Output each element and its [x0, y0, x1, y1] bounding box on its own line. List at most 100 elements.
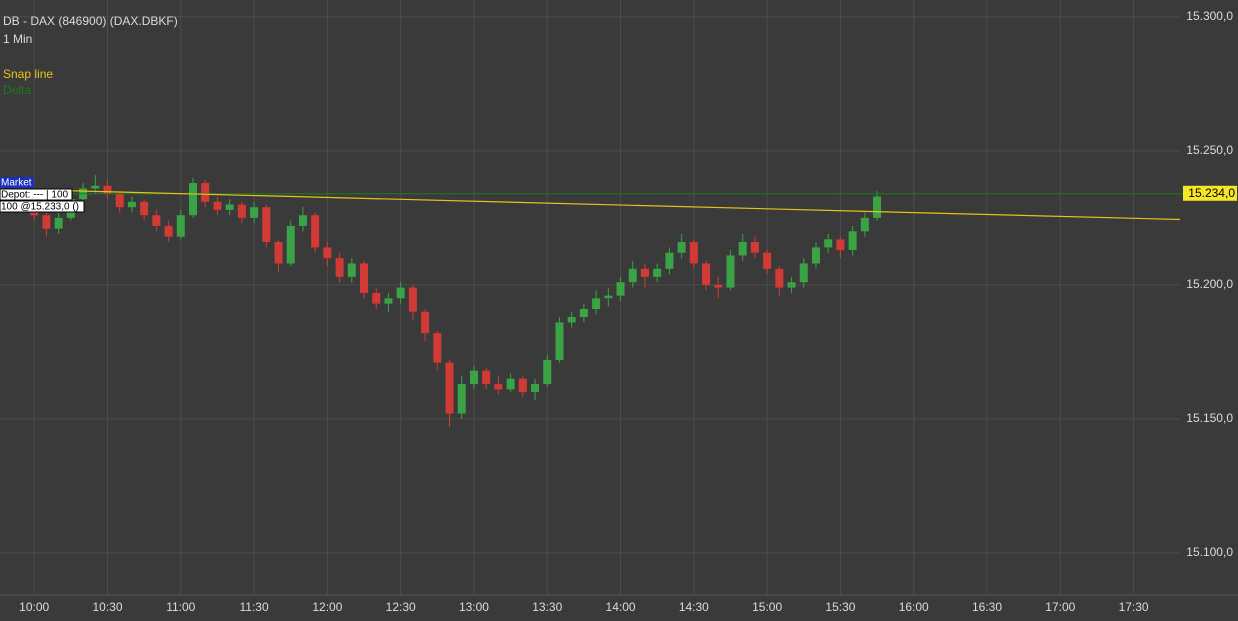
candle-body [433, 333, 442, 363]
order-detail: 100 @15.233,0 () [1, 202, 79, 213]
x-tick-label: 10:00 [19, 600, 49, 614]
x-tick-label: 11:30 [240, 600, 269, 614]
candle-body [250, 207, 259, 218]
candle-body [555, 322, 564, 360]
candle-body [30, 209, 39, 216]
chart-title: DB - DAX (846900) (DAX.DBKF) [3, 14, 178, 28]
y-tick-label: 15.300,0 [1186, 9, 1233, 23]
candle-body [115, 193, 124, 208]
candle-body [286, 225, 295, 264]
price-label: 15.234,0 [1188, 186, 1235, 200]
candle-body [775, 268, 784, 288]
y-tick-label: 15.150,0 [1186, 411, 1233, 425]
candle-body [384, 298, 393, 304]
candle-body [42, 215, 51, 229]
candle-body [152, 215, 161, 226]
depot-bg [0, 188, 73, 201]
y-tick-label: 15.250,0 [1186, 143, 1233, 157]
x-tick-label: 13:00 [459, 600, 489, 614]
x-tick-label: 14:00 [606, 600, 636, 614]
candle-body [873, 196, 882, 218]
candle-body [592, 298, 601, 310]
x-tick-label: 11:00 [166, 600, 195, 614]
candle-body [604, 295, 613, 299]
x-tick-label: 15:30 [825, 600, 855, 614]
x-tick-label: 16:30 [972, 600, 1002, 614]
candle-body [677, 242, 686, 253]
candle-body [726, 255, 735, 288]
candle-body [225, 204, 234, 210]
candle-body [616, 282, 625, 296]
candle-body [787, 282, 796, 288]
overlay: 15.234,0 [0, 185, 1238, 221]
candle-body [702, 263, 711, 285]
candle-body [396, 287, 405, 299]
x-tick-label: 17:00 [1045, 600, 1075, 614]
candle-body [506, 378, 515, 390]
legend-entry: Delta [3, 83, 31, 97]
candle-body [347, 263, 356, 277]
candle-body [689, 242, 698, 264]
candle-body [201, 183, 210, 202]
candle-body [127, 201, 136, 208]
candle-body [836, 239, 845, 251]
candle-body [628, 268, 637, 283]
candle-body [213, 201, 222, 210]
candle-body [372, 292, 381, 304]
candle-body [579, 309, 588, 318]
x-tick-label: 10:30 [92, 600, 122, 614]
depot-label: Depot: --- | 100 [1, 190, 69, 201]
candle-body [311, 215, 320, 248]
candle-body [653, 268, 662, 277]
candle-body [824, 239, 833, 248]
candle-body [482, 370, 491, 385]
candle-body [323, 247, 332, 259]
candle-body [494, 384, 503, 390]
candle-body [54, 217, 63, 229]
y-tick-label: 15.200,0 [1186, 277, 1233, 291]
candle-body [140, 201, 149, 216]
candle-body [298, 215, 307, 226]
candle-body [189, 183, 198, 216]
candle-body [531, 384, 540, 393]
legend-entry: Snap line [3, 67, 53, 81]
candle-body [91, 185, 100, 189]
candle-body [714, 284, 723, 288]
candle-body [274, 242, 283, 264]
snap-line [0, 188, 1181, 221]
x-tick-label: 14:30 [679, 600, 709, 614]
x-tick-label: 12:30 [386, 600, 416, 614]
candle-body [860, 217, 869, 232]
candle-body [421, 311, 430, 334]
candle-body [763, 252, 772, 269]
candle-body [848, 231, 857, 251]
chart-subtitle: 1 Min [3, 32, 32, 46]
candle-body [738, 242, 747, 256]
candle-body [445, 362, 454, 414]
candle-body [408, 287, 417, 312]
candle-body [176, 215, 185, 237]
x-tick-label: 15:00 [752, 600, 782, 614]
x-tick-label: 12:00 [312, 600, 342, 614]
candle-body [237, 204, 246, 218]
order-kind-bg [0, 177, 34, 188]
candle-body [640, 268, 649, 277]
order-box: Market Depot: --- | 100 100 @15.233,0 () [0, 177, 85, 213]
x-tick-label: 13:30 [532, 600, 562, 614]
candle-body [335, 258, 344, 277]
price-label-bg [1183, 185, 1237, 201]
candle-body [811, 247, 820, 264]
candles [30, 175, 882, 427]
candle-body [543, 359, 552, 385]
candle-body [518, 378, 527, 393]
y-tick-label: 15.100,0 [1186, 545, 1233, 559]
candle-body [360, 263, 369, 293]
x-tick-label: 16:00 [899, 600, 929, 614]
x-tick-label: 17:30 [1119, 600, 1149, 614]
candle-body [567, 317, 576, 323]
candle-body [164, 225, 173, 237]
